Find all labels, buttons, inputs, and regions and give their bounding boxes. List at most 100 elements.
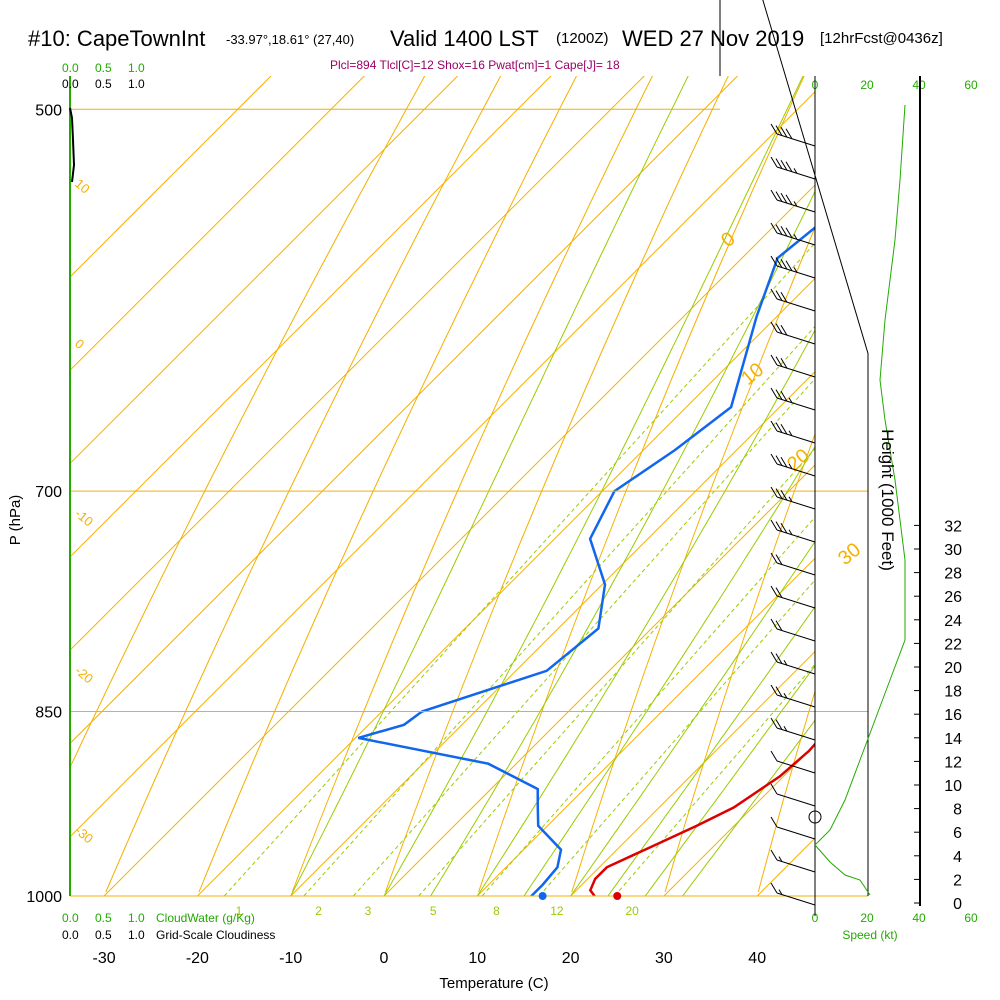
wind-barb-flag [785,128,793,140]
speed-tick-label: 20 [860,78,874,92]
wind-barb-flag [788,430,793,437]
dry-adiabat-line [478,76,805,893]
height-tick-label: 14 [944,731,962,748]
height-tick-label: 32 [944,518,962,535]
wind-barb-flag [770,717,778,729]
wind-barb-flag [775,191,783,202]
wind-barb-flag [775,125,783,136]
wind-barb-flag [778,889,783,895]
moist-adiabat-line [523,445,815,896]
dry-adiabat-label: -10 [72,506,96,530]
dry-adiabat-line [70,76,426,769]
wind-barb-flag [775,653,783,664]
isotherm-line [383,464,815,896]
wind-barb-flag [775,389,783,400]
wind-speed-line [814,104,906,846]
wind-barb-flag [770,618,778,630]
wind-barb-flag [788,397,793,404]
wind-barb-flag [775,290,783,301]
moist-adiabat-line [476,329,815,896]
wind-barb-flag [775,488,783,499]
height-tick-label: 18 [944,684,962,701]
height-tick-label: 12 [944,754,962,771]
height-tick-label: 24 [944,613,962,630]
wind-barb-flag [775,521,783,532]
temperature-tick-label: 10 [468,950,486,967]
mixing-ratio-label: 12 [550,904,564,918]
wind-barb-flag [788,496,793,503]
parcel-stats: Plcl=894 Tlcl[C]=12 Shox=16 Pwat[cm]=1 C… [330,58,620,72]
dry-adiabat-line [664,432,815,893]
wind-barb-flag [780,522,788,534]
wind-barb [776,562,816,576]
temperature-line [588,742,815,896]
isotherm-line [70,91,815,838]
temperature-tick-label: -10 [279,950,302,967]
wind-barb [776,133,816,147]
mixing-ratio-label: 5 [430,904,437,918]
pressure-tick-label: 850 [35,705,62,722]
forecast-info: [12hrFcst@0436z] [820,30,943,47]
moist-adiabat-line [430,190,815,896]
wind-barb [776,364,816,378]
speed-tick-label: 60 [964,911,978,925]
wind-barb-flag [770,486,778,498]
wind-barb [776,430,816,444]
cloud-scale-label: 0.0 [62,928,79,942]
wind-barb-flag [770,750,778,762]
cloudiness-trace [69,107,76,183]
wind-barb-flag [770,783,778,795]
pressure-tick-label: 700 [35,484,62,501]
speed-tick-label: 0 [812,911,819,925]
mixing-ratio-line [538,579,815,896]
surface-temp-marker [613,892,622,900]
isotherm-line [197,277,815,896]
wind-barb [776,166,816,180]
moist-adiabat-line [607,605,815,896]
height-tick-label: 0 [953,896,962,913]
dry-adiabat-line [852,76,1000,892]
wind-barb-flag [775,554,783,565]
isotherm-line [476,557,815,896]
wind-barb-flag [770,453,778,465]
wind-barb-flag [770,651,778,663]
wind-barb-flag [783,725,788,732]
dry-adiabat-line [384,76,729,893]
speed-axis-label: Speed (kt) [842,928,897,942]
wind-barb-flag [780,423,788,435]
height-tick-label: 4 [953,849,962,866]
chart-title: #10: CapeTownInt -33.97°,18.61° (27,40) … [0,26,1000,66]
height-axis-label: Height (1000 Feet) [878,429,897,571]
height-tick-label: 22 [944,636,962,653]
wind-barb-flag [785,227,793,239]
pressure-tick-label: 500 [35,102,62,119]
wind-barb-flag [780,258,788,270]
mixing-ratio-label: 1 [236,904,243,918]
cloud-scale-label: 0.5 [95,77,112,91]
moist-adiabat-line [682,719,815,896]
cloud-scale-label: 0.5 [95,911,112,925]
wind-barb-flag [770,585,778,597]
wind-barb [776,265,816,279]
wind-barb [776,826,816,840]
mixing-ratio-label: 2 [315,904,322,918]
dewpoint-line [357,225,815,896]
wind-barb-flag [770,288,778,300]
wind-barb-flag [770,420,778,432]
wind-barb [776,661,816,675]
moist-adiabat-line [290,76,689,896]
cloudwater-label: CloudWater (g/Kg) [156,911,255,925]
cloud-scale-label: 1.0 [128,77,145,91]
valid-time: Valid 1400 LST [390,26,539,51]
wind-barb-flag [793,267,798,273]
wind-barb-flag [770,816,778,828]
wind-barb-flag [793,201,798,207]
wind-barb-flag [775,323,783,334]
temperature-tick-label: -30 [93,950,116,967]
wind-barb-flag [785,161,793,173]
cloud-scale-label: 0.5 [95,61,112,75]
speed-tick-label: 40 [912,911,926,925]
plot-area [70,76,1000,896]
dry-adiabat-line [198,76,577,893]
